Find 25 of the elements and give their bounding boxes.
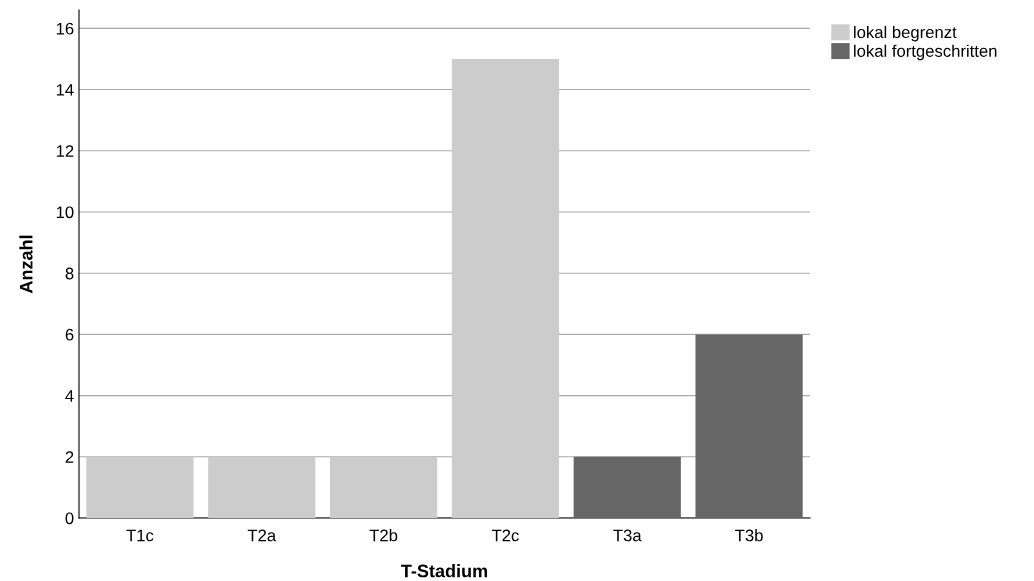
x-tick-label: T2a <box>247 529 277 542</box>
y-tick-label: 16 <box>56 22 74 35</box>
y-tick-label: 14 <box>56 84 74 96</box>
y-tick-label: 10 <box>56 206 74 219</box>
legend-label: lokal fortgeschritten <box>854 44 997 61</box>
y-tick-label: 8 <box>65 267 74 280</box>
x-axis-title: T-Stadium <box>401 564 488 578</box>
bar <box>208 456 316 518</box>
x-tick-label: T3a <box>613 529 642 542</box>
x-tick-label: T2c <box>491 529 519 542</box>
x-tick-label: T1c <box>126 529 154 542</box>
x-tick-label: T3b <box>735 529 763 542</box>
bar <box>451 58 560 518</box>
legend-label: lokal begrenzt <box>854 25 957 42</box>
y-tick-label: 0 <box>65 512 74 525</box>
y-tick-label: 6 <box>65 328 74 341</box>
bar <box>329 456 438 518</box>
y-tick-label: 4 <box>65 390 74 402</box>
y-axis-title: Anzahl <box>19 235 33 294</box>
bar <box>86 456 194 518</box>
y-tick-label: 2 <box>65 451 74 463</box>
y-tick-label: 12 <box>56 145 74 157</box>
bar <box>695 334 803 518</box>
x-tick-label: T2b <box>369 529 398 542</box>
bar <box>573 456 681 518</box>
